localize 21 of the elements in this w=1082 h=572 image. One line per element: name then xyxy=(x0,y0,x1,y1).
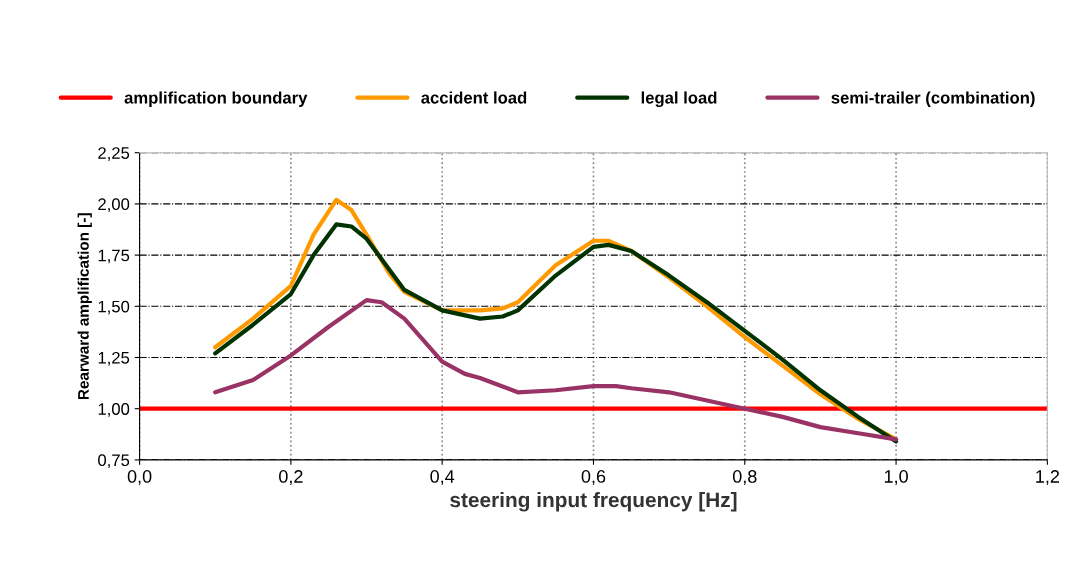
x-tick-label: 0,8 xyxy=(732,470,757,486)
y-tick-label: 1,00 xyxy=(98,403,130,417)
x-tick-label: 0,2 xyxy=(279,470,303,486)
legend-label: accident load xyxy=(421,91,527,104)
y-tick-label: 1,25 xyxy=(98,351,130,366)
legend-label: legal load xyxy=(641,91,717,108)
x-tick-label: 1,0 xyxy=(884,470,908,486)
legend-label: semi-trailer (combination) xyxy=(831,91,1035,107)
y-tick-label: 1,50 xyxy=(98,300,130,315)
x-axis-title: steering input frequency [Hz] xyxy=(450,492,737,512)
y-tick-label: 0,75 xyxy=(98,454,130,469)
line-series xyxy=(213,298,899,442)
y-tick-label: 2,25 xyxy=(98,147,130,161)
x-tick-label: 0,4 xyxy=(430,470,455,486)
x-tick-label: 1,2 xyxy=(1036,470,1060,486)
legend-label: amplification boundary xyxy=(124,91,308,107)
x-tick-label: 0,0 xyxy=(127,470,152,486)
y-tick-label: 1,75 xyxy=(98,249,130,264)
y-tick-label: 2,00 xyxy=(98,198,130,213)
x-tick-label: 0,6 xyxy=(581,470,606,486)
y-axis-title: Rearward amplification [-] xyxy=(77,213,92,400)
